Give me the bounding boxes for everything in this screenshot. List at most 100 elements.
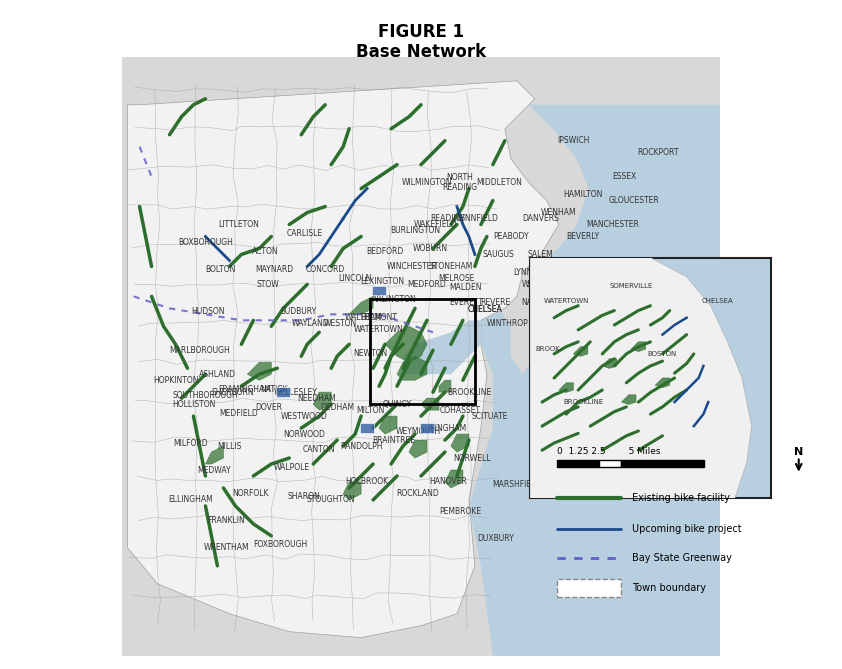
Text: BEVERLY: BEVERLY <box>566 232 600 241</box>
Polygon shape <box>530 258 752 498</box>
Text: 0  1.25 2.5        5 Miles: 0 1.25 2.5 5 Miles <box>557 448 660 456</box>
Text: DUXBURY: DUXBURY <box>477 535 514 543</box>
Text: ASHLAND: ASHLAND <box>199 370 236 379</box>
Text: MALDEN: MALDEN <box>450 283 482 292</box>
Polygon shape <box>385 326 427 362</box>
Text: NATICK: NATICK <box>260 385 288 393</box>
Text: MARLBOROUGH: MARLBOROUGH <box>169 346 230 355</box>
Bar <box>621 460 704 468</box>
Text: WATERTOWN: WATERTOWN <box>522 280 572 289</box>
Text: SCITUATE: SCITUATE <box>472 411 508 421</box>
Text: WEYMOUTH: WEYMOUTH <box>396 427 440 436</box>
Text: SHERBORN: SHERBORN <box>211 387 253 397</box>
Text: MEDFORD: MEDFORD <box>408 280 446 289</box>
Text: SWAMPSCOTT: SWAMPSCOTT <box>526 280 579 289</box>
Text: RANDOLPH: RANDOLPH <box>340 442 382 450</box>
Text: PEABODY: PEABODY <box>493 232 529 241</box>
Bar <box>276 387 290 397</box>
Polygon shape <box>439 380 451 392</box>
Polygon shape <box>559 383 573 393</box>
Text: HOPKINTON: HOPKINTON <box>152 376 198 385</box>
Text: LITTLETON: LITTLETON <box>218 220 258 229</box>
Text: HINGHAM: HINGHAM <box>429 423 466 433</box>
Text: PEMBROKE: PEMBROKE <box>439 507 481 516</box>
Text: WALPOLE: WALPOLE <box>274 462 311 472</box>
Text: BROOK.: BROOK. <box>536 346 562 352</box>
Text: READING: READING <box>430 214 466 223</box>
Text: WALTHAM: WALTHAM <box>345 313 383 322</box>
Bar <box>420 423 434 433</box>
Text: COHASSET: COHASSET <box>440 405 481 415</box>
Text: Town boundary: Town boundary <box>632 583 706 593</box>
Text: BROOKLINE: BROOKLINE <box>447 387 491 397</box>
Text: NEWTON: NEWTON <box>353 349 387 358</box>
Text: HAMILTON: HAMILTON <box>563 190 602 199</box>
Polygon shape <box>248 362 271 380</box>
Text: MELROSE: MELROSE <box>439 274 475 283</box>
Text: BOXBOROUGH: BOXBOROUGH <box>178 238 233 247</box>
Text: FRAMINGHAM: FRAMINGHAM <box>218 385 271 393</box>
Bar <box>599 460 621 468</box>
Text: BURLINGTON: BURLINGTON <box>390 226 440 235</box>
Text: FOXBOROUGH: FOXBOROUGH <box>253 541 307 549</box>
Text: BOSTON: BOSTON <box>591 322 622 330</box>
Text: BOSTON: BOSTON <box>647 351 677 357</box>
Text: CONCORD: CONCORD <box>306 265 345 274</box>
Text: MILFORD: MILFORD <box>173 439 208 448</box>
Text: MANCHESTER: MANCHESTER <box>586 220 639 229</box>
Text: NORTH
READING: NORTH READING <box>442 173 477 192</box>
Text: WESTON: WESTON <box>323 319 357 328</box>
Text: SOMERVILLE: SOMERVILLE <box>571 259 619 268</box>
Polygon shape <box>403 320 481 374</box>
Text: MILLIS: MILLIS <box>217 442 242 450</box>
Text: HUDSON: HUDSON <box>192 307 225 316</box>
Text: WINTHROP: WINTHROP <box>487 319 529 328</box>
Text: SAUGUS: SAUGUS <box>483 250 514 259</box>
Text: LINCOLN: LINCOLN <box>338 274 372 283</box>
Polygon shape <box>602 359 616 369</box>
Text: WOBURN: WOBURN <box>413 244 448 253</box>
Bar <box>372 286 386 295</box>
Polygon shape <box>632 342 646 351</box>
Text: LYNN: LYNN <box>513 268 532 277</box>
Text: STONEHAM: STONEHAM <box>429 262 472 271</box>
Text: FRANKLIN: FRANKLIN <box>207 516 245 525</box>
Text: WATERTOWN: WATERTOWN <box>354 324 404 334</box>
Text: EVERETT: EVERETT <box>449 298 483 307</box>
Text: ESSEX: ESSEX <box>612 172 637 181</box>
Text: ROCKLAND: ROCKLAND <box>397 490 440 498</box>
Text: WILMINGTON: WILMINGTON <box>402 178 452 187</box>
Bar <box>360 423 375 433</box>
Polygon shape <box>655 378 669 387</box>
Text: DEDHAM: DEDHAM <box>320 403 354 411</box>
Text: FIGURE 1: FIGURE 1 <box>378 23 464 41</box>
Text: CHELSEA: CHELSEA <box>702 298 733 304</box>
Text: Bay State Greenway: Bay State Greenway <box>632 553 732 563</box>
Polygon shape <box>409 440 427 458</box>
Text: BROOKLINE: BROOKLINE <box>563 399 603 405</box>
Polygon shape <box>421 398 439 410</box>
Text: NORFOLK: NORFOLK <box>232 490 269 498</box>
Text: WATERTOWN: WATERTOWN <box>543 298 589 304</box>
Polygon shape <box>128 81 559 638</box>
Polygon shape <box>573 347 588 357</box>
Polygon shape <box>121 57 721 656</box>
Text: SOMERVILLE: SOMERVILLE <box>610 284 653 290</box>
Text: NORWELL: NORWELL <box>453 454 491 462</box>
Text: CANTON: CANTON <box>303 444 335 454</box>
Polygon shape <box>397 356 427 380</box>
Text: WRENTHAM: WRENTHAM <box>204 543 249 553</box>
Polygon shape <box>469 105 721 656</box>
Text: WENHAM: WENHAM <box>541 208 577 217</box>
Bar <box>557 460 599 468</box>
Text: STOUGHTON: STOUGHTON <box>306 496 355 504</box>
Text: BRAINTREE: BRAINTREE <box>372 436 416 445</box>
Text: MIDDLETON: MIDDLETON <box>476 178 522 187</box>
Text: HANOVER: HANOVER <box>429 478 466 486</box>
Bar <box>557 579 621 597</box>
Polygon shape <box>313 392 331 410</box>
Text: MARSHFIELD: MARSHFIELD <box>493 480 541 490</box>
Text: SALEM: SALEM <box>528 250 554 259</box>
Polygon shape <box>379 416 397 434</box>
Text: GLOUCESTER: GLOUCESTER <box>608 196 659 205</box>
